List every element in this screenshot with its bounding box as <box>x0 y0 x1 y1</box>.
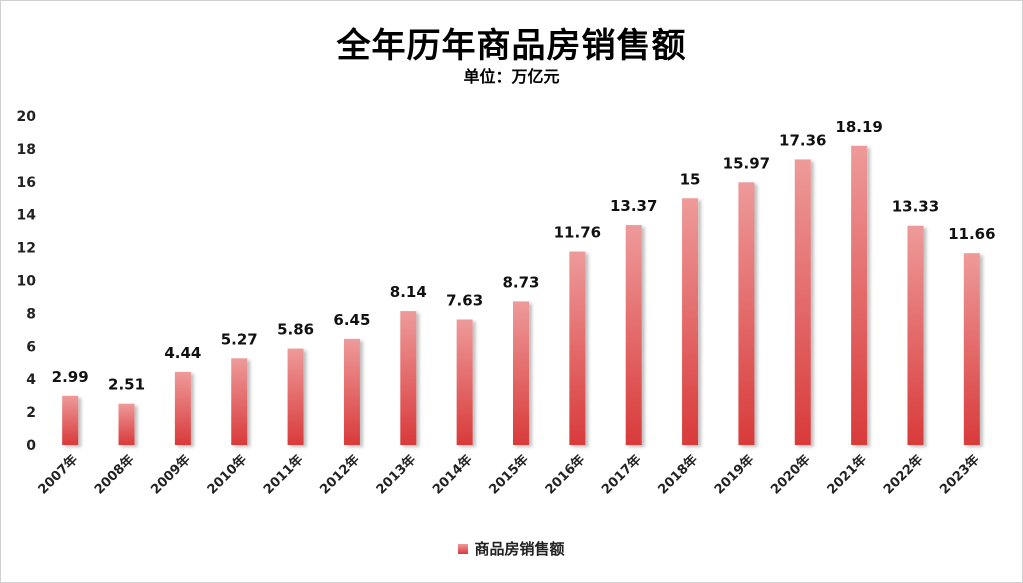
y-tick-label: 0 <box>26 438 36 454</box>
bar <box>343 338 360 445</box>
bar <box>907 225 924 445</box>
x-tick-label: 2021年 <box>824 452 870 498</box>
x-tick-label: 2022年 <box>880 452 926 498</box>
data-label: 18.19 <box>835 118 882 136</box>
y-tick-label: 4 <box>26 372 36 388</box>
data-label: 2.51 <box>108 376 145 394</box>
legend-swatch <box>458 543 469 554</box>
x-tick-label: 2017年 <box>598 452 644 498</box>
x-tick-label: 2010年 <box>204 452 250 498</box>
x-tick-label: 2016年 <box>542 452 588 498</box>
x-tick-label: 2007年 <box>35 452 81 498</box>
y-tick-label: 20 <box>17 109 37 125</box>
x-tick-label: 2023年 <box>937 452 983 498</box>
bar <box>682 198 699 445</box>
data-label: 8.73 <box>502 273 539 291</box>
bar <box>174 371 191 445</box>
y-tick-label: 14 <box>17 208 37 224</box>
bar <box>851 145 868 445</box>
bar <box>231 358 248 445</box>
x-tick-label: 2020年 <box>767 452 813 498</box>
x-axis: 2007年 2008年 2009年 2010年 2011年 2012年 2013年 2014年… <box>35 452 983 498</box>
x-tick-label: 2008年 <box>91 452 137 498</box>
data-label: 13.37 <box>610 197 657 215</box>
bar <box>62 395 79 445</box>
data-label: 11.76 <box>554 224 601 242</box>
bars <box>62 145 980 446</box>
data-labels: 2.99 2.51 4.44 5.27 5.86 6.45 8.14 7.63 8.73 11.7… <box>52 118 996 394</box>
legend: 商品房销售额 <box>0 538 1023 559</box>
bar <box>513 301 529 445</box>
bar <box>794 159 811 446</box>
data-label: 8.14 <box>390 283 427 301</box>
y-tick-label: 8 <box>26 306 36 322</box>
x-tick-label: 2018年 <box>655 452 701 498</box>
bar <box>738 182 755 445</box>
bar <box>625 225 642 445</box>
data-label: 5.27 <box>221 330 258 348</box>
data-label: 17.36 <box>779 131 826 149</box>
chart-subtitle: 单位：万亿元 <box>463 67 560 86</box>
data-label: 7.63 <box>446 291 483 309</box>
x-tick-label: 2014年 <box>429 452 475 498</box>
x-tick-label: 2012年 <box>317 452 363 498</box>
data-label: 6.45 <box>333 311 370 329</box>
data-label: 2.99 <box>52 368 89 386</box>
x-tick-label: 2011年 <box>260 452 306 498</box>
bar <box>400 311 417 445</box>
y-tick-label: 18 <box>17 142 36 158</box>
x-tick-label: 2009年 <box>148 452 194 498</box>
data-label: 5.86 <box>277 321 314 339</box>
bar <box>963 253 980 445</box>
bar <box>569 251 586 445</box>
bar <box>118 403 135 445</box>
x-tick-label: 2015年 <box>486 452 532 498</box>
data-label: 15 <box>680 170 701 188</box>
x-tick-label: 2013年 <box>373 452 419 498</box>
y-tick-label: 6 <box>26 339 36 355</box>
data-label: 15.97 <box>723 154 770 172</box>
legend-label: 商品房销售额 <box>474 540 565 558</box>
data-label: 4.44 <box>164 344 201 362</box>
y-tick-label: 10 <box>17 274 37 290</box>
data-label: 13.33 <box>892 198 939 216</box>
y-axis: 0 2 4 6 8 10 12 14 16 18 20 <box>17 109 37 454</box>
bar <box>287 348 304 445</box>
bar <box>456 319 473 445</box>
data-label: 11.66 <box>948 225 995 243</box>
x-tick-label: 2019年 <box>711 452 757 498</box>
y-tick-label: 16 <box>17 175 36 191</box>
chart-title: 全年历年商品房销售额 <box>336 26 687 66</box>
y-tick-label: 12 <box>17 241 36 257</box>
y-tick-label: 2 <box>26 405 36 421</box>
